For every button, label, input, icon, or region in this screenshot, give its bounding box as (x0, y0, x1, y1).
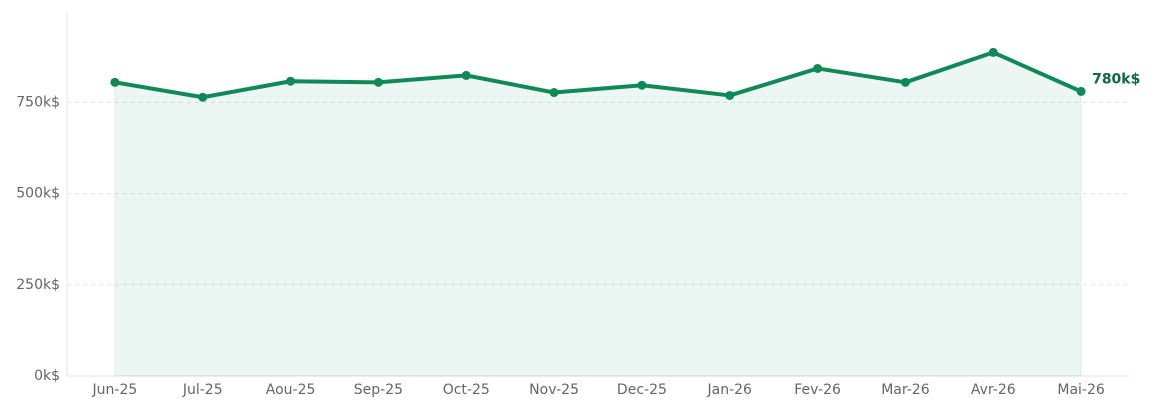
point (988, 47, 998, 57)
point (110, 77, 120, 87)
x-tick-label: Aou-25 (266, 382, 316, 398)
point (461, 70, 471, 80)
x-tick-label: Jun-25 (92, 382, 138, 398)
point (286, 76, 296, 86)
point (637, 80, 647, 90)
x-tick-label: Avr-26 (971, 382, 1016, 398)
y-tick-label: 500k$ (16, 186, 60, 202)
x-tick-label: Oct-25 (443, 382, 490, 398)
x-tick-label: Nov-25 (529, 382, 579, 398)
y-tick-label: 0k$ (34, 368, 60, 384)
x-tick-label: Jan-26 (707, 382, 753, 398)
data-label: 780k$ (1092, 71, 1140, 87)
point (813, 63, 823, 73)
point (198, 92, 208, 102)
point (725, 90, 735, 100)
area (114, 51, 1082, 377)
line (114, 50, 1082, 100)
x-tick-label: Dec-25 (617, 382, 667, 398)
y-tick-label: 250k$ (16, 277, 60, 293)
point (1076, 86, 1086, 96)
x-tick-label: Jul-25 (182, 382, 223, 398)
point (900, 77, 910, 87)
x-tick-label: Sep-25 (354, 382, 403, 398)
point (549, 88, 559, 98)
x-tick-label: Mar-26 (881, 382, 929, 398)
x-tick-label: Fev-26 (794, 382, 841, 398)
point (373, 77, 383, 87)
y-tick-label: 750k$ (16, 94, 60, 110)
x-tick-label: Mai-26 (1057, 382, 1105, 398)
